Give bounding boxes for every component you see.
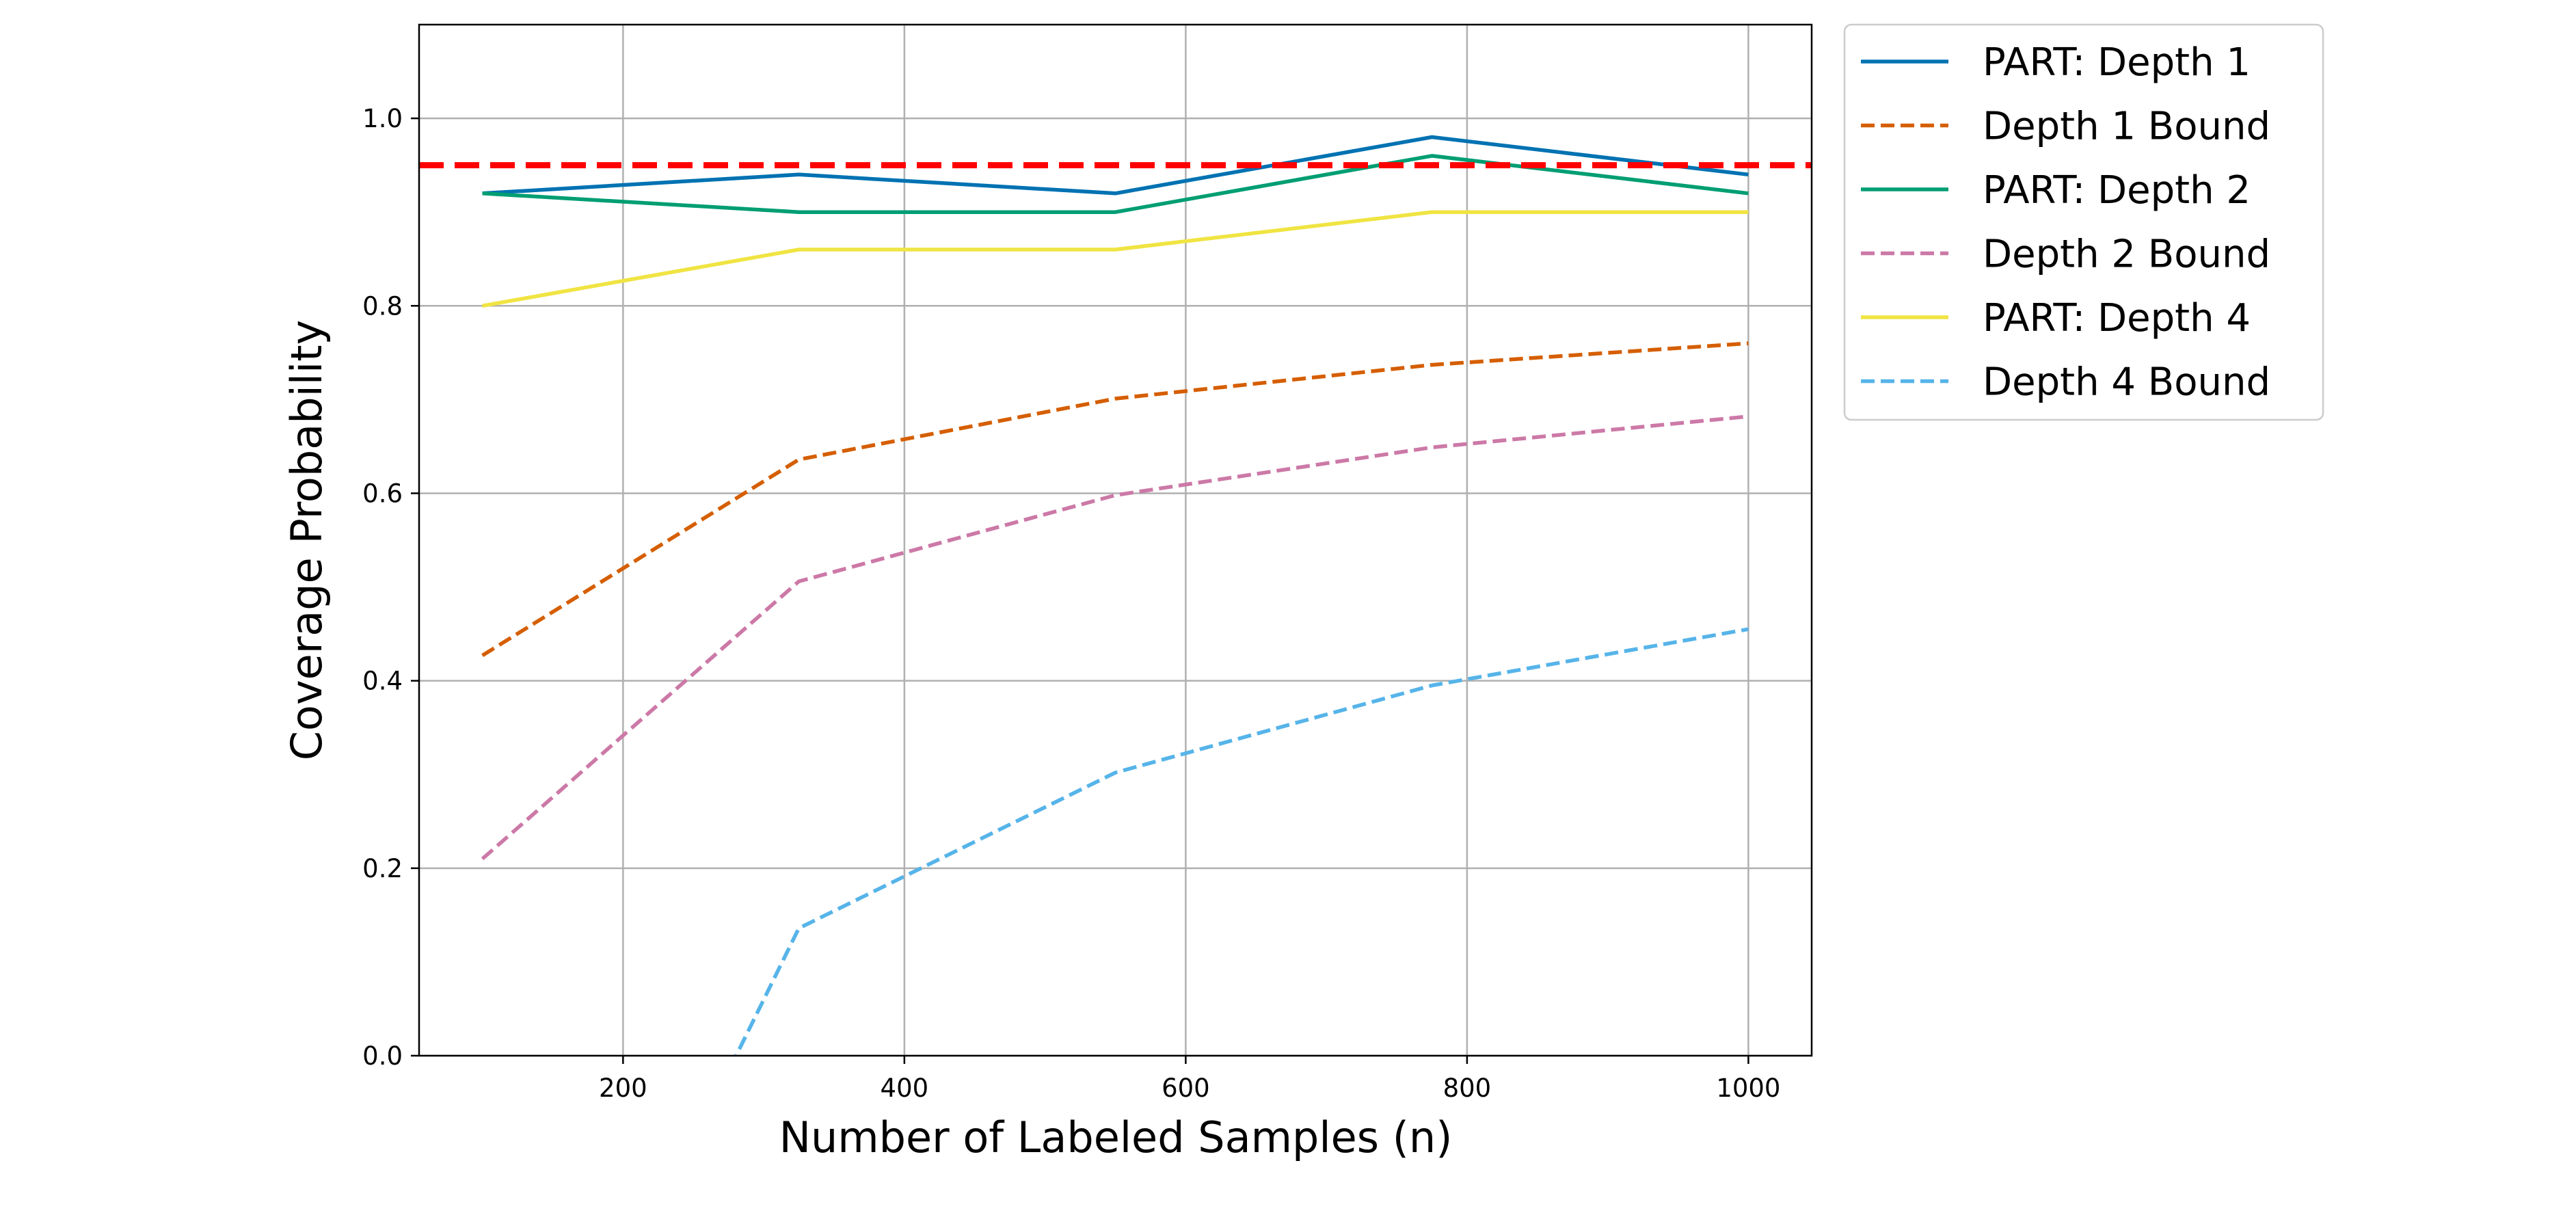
plot-frame [418, 23, 1813, 1057]
x-axis-title: Number of Labeled Samples (n) [779, 1112, 1453, 1162]
series-line-depth-2-bound [481, 414, 1749, 861]
y-tick-label: 0.6 [362, 479, 403, 508]
legend: PART: Depth 1 Depth 1 Bound PART: Depth 2 D… [1843, 23, 2324, 421]
legend-label: PART: Depth 1 [1983, 40, 2251, 85]
y-tick-label: 0.8 [362, 291, 403, 321]
legend-label: Depth 2 Bound [1983, 232, 2270, 277]
y-tick-label: 0.2 [362, 854, 403, 883]
x-tick-label: 600 [1162, 1073, 1210, 1103]
x-tick-label: 800 [1443, 1073, 1492, 1103]
y-tick-label: 1.0 [362, 104, 403, 133]
series-line-part-depth-1 [482, 135, 1749, 196]
x-tick-label: 1000 [1716, 1073, 1780, 1103]
series-layer [419, 135, 1812, 1056]
legend-frame [1843, 23, 2324, 421]
x-tick-label: 400 [881, 1073, 929, 1103]
legend-label: PART: Depth 4 [1983, 296, 2251, 341]
y-tick-label: 0.4 [362, 667, 403, 696]
series-line-part-depth-2 [482, 154, 1749, 214]
series-line-depth-4-bound [734, 627, 1749, 1056]
y-tick-label: 0.0 [362, 1041, 403, 1071]
legend-items: PART: Depth 1 Depth 1 Bound PART: Depth 2 D… [1861, 40, 2270, 405]
legend-label: Depth 4 Bound [1983, 360, 2270, 405]
x-tick-label: 200 [599, 1073, 647, 1103]
axis-ticks: 200 400 600 800 1000 0.0 0.2 0.4 0.6 0.8 1.0 [362, 104, 1780, 1103]
y-axis-title: Coverage Probability [282, 320, 332, 761]
legend-label: Depth 1 Bound [1983, 105, 2270, 149]
grid-lines [419, 25, 1812, 1057]
series-line-depth-1-bound [481, 341, 1749, 657]
legend-label: PART: Depth 2 [1983, 168, 2251, 213]
series-line-part-depth-4 [482, 210, 1749, 308]
